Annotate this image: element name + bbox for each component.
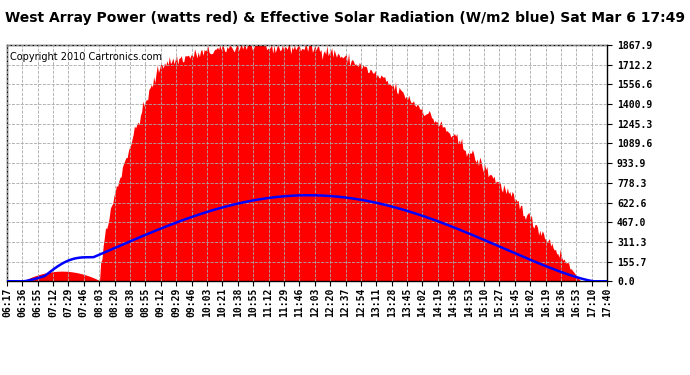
Text: Copyright 2010 Cartronics.com: Copyright 2010 Cartronics.com [10, 52, 162, 62]
Text: West Array Power (watts red) & Effective Solar Radiation (W/m2 blue) Sat Mar 6 1: West Array Power (watts red) & Effective… [5, 11, 685, 25]
